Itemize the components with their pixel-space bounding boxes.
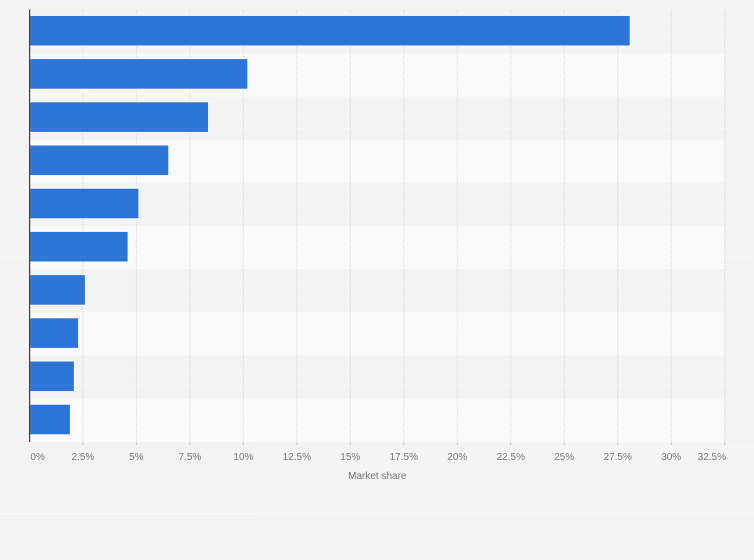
- svg-text:10%: 10%: [233, 452, 253, 463]
- svg-text:0%: 0%: [30, 452, 45, 463]
- svg-text:7.5%: 7.5%: [179, 452, 202, 463]
- svg-text:30%: 30%: [661, 452, 681, 463]
- svg-text:32.5%: 32.5%: [698, 452, 726, 463]
- svg-text:5%: 5%: [129, 452, 144, 463]
- svg-text:25%: 25%: [554, 452, 574, 463]
- svg-text:Market share: Market share: [348, 471, 407, 482]
- svg-text:12.5%: 12.5%: [283, 452, 311, 463]
- svg-text:17.5%: 17.5%: [390, 452, 418, 463]
- svg-text:15%: 15%: [340, 452, 360, 463]
- svg-text:2.5%: 2.5%: [72, 452, 95, 463]
- svg-text:22.5%: 22.5%: [497, 452, 525, 463]
- svg-text:20%: 20%: [447, 452, 467, 463]
- svg-text:27.5%: 27.5%: [604, 452, 632, 463]
